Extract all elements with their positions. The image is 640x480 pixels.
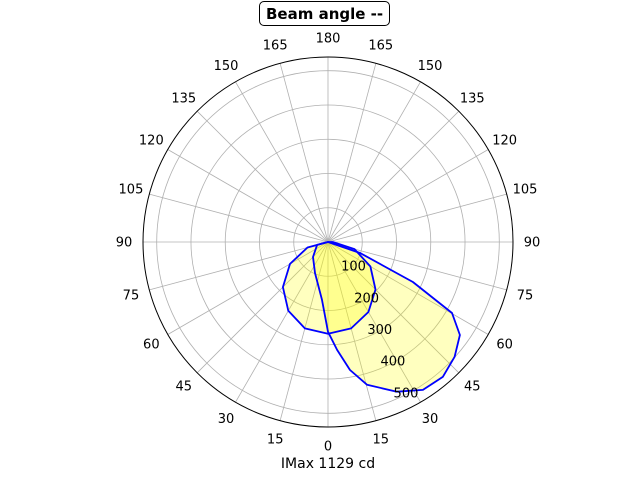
angle-tick-label: 90: [524, 236, 541, 251]
chart-title: Beam angle --: [259, 1, 391, 26]
angle-tick-label: 105: [119, 183, 144, 198]
grid-spoke: [327, 193, 507, 243]
grid-spoke: [235, 241, 329, 403]
angle-tick-label: 165: [263, 38, 288, 53]
radial-tick-label: 200: [354, 291, 379, 306]
angle-tick-label: 90: [116, 236, 133, 251]
grid-spoke: [196, 110, 329, 243]
grid-spoke: [327, 241, 460, 374]
grid-spoke: [149, 241, 329, 291]
grid-spoke: [167, 149, 329, 243]
angle-tick-label: 45: [464, 380, 481, 395]
angle-tick-label: 30: [422, 412, 439, 427]
angle-tick-label: 180: [316, 32, 341, 47]
series-line-1: [312, 241, 461, 393]
grid-spoke: [279, 63, 329, 243]
angle-tick-label: 15: [267, 433, 284, 448]
angle-tick-label: 135: [171, 91, 196, 106]
grid-spoke: [327, 241, 489, 335]
grid-spoke: [327, 110, 460, 243]
angle-tick-label: 150: [214, 59, 239, 74]
angle-tick-label: 60: [143, 338, 160, 353]
radial-tick-label: 500: [394, 386, 419, 401]
grid-spoke: [327, 241, 507, 291]
angle-tick-label: 120: [492, 134, 517, 149]
angle-tick-label: 30: [218, 412, 235, 427]
grid-spoke: [327, 241, 421, 403]
grid-spoke: [327, 81, 421, 243]
grid-spoke: [327, 63, 377, 243]
polar-frame: [142, 56, 514, 428]
angle-tick-label: 135: [460, 91, 485, 106]
angle-tick-label: 60: [496, 338, 513, 353]
x-axis-label: IMax 1129 cd: [280, 456, 376, 472]
series-fill-0: [282, 242, 376, 334]
radial-tick-label: 400: [380, 355, 405, 370]
series-fill-1: [313, 242, 460, 392]
grid-spoke: [167, 241, 329, 335]
grid-spoke: [279, 241, 329, 421]
radial-tick-label: 300: [367, 323, 392, 338]
angle-tick-label: 45: [175, 380, 192, 395]
angle-tick-label: 120: [139, 134, 164, 149]
radial-tick-label: 100: [341, 260, 366, 275]
angle-tick-label: 75: [517, 288, 534, 303]
grid-spoke: [196, 241, 329, 374]
grid-spoke: [149, 193, 329, 243]
grid-spoke: [327, 149, 489, 243]
grid-spoke: [327, 241, 377, 421]
angle-tick-label: 105: [513, 183, 538, 198]
angle-tick-label: 75: [123, 288, 140, 303]
angle-tick-label: 15: [373, 433, 390, 448]
angle-tick-label: 150: [418, 59, 443, 74]
angle-tick-label: 165: [368, 38, 393, 53]
angle-tick-label: 0: [324, 440, 332, 455]
grid-spoke: [235, 81, 329, 243]
